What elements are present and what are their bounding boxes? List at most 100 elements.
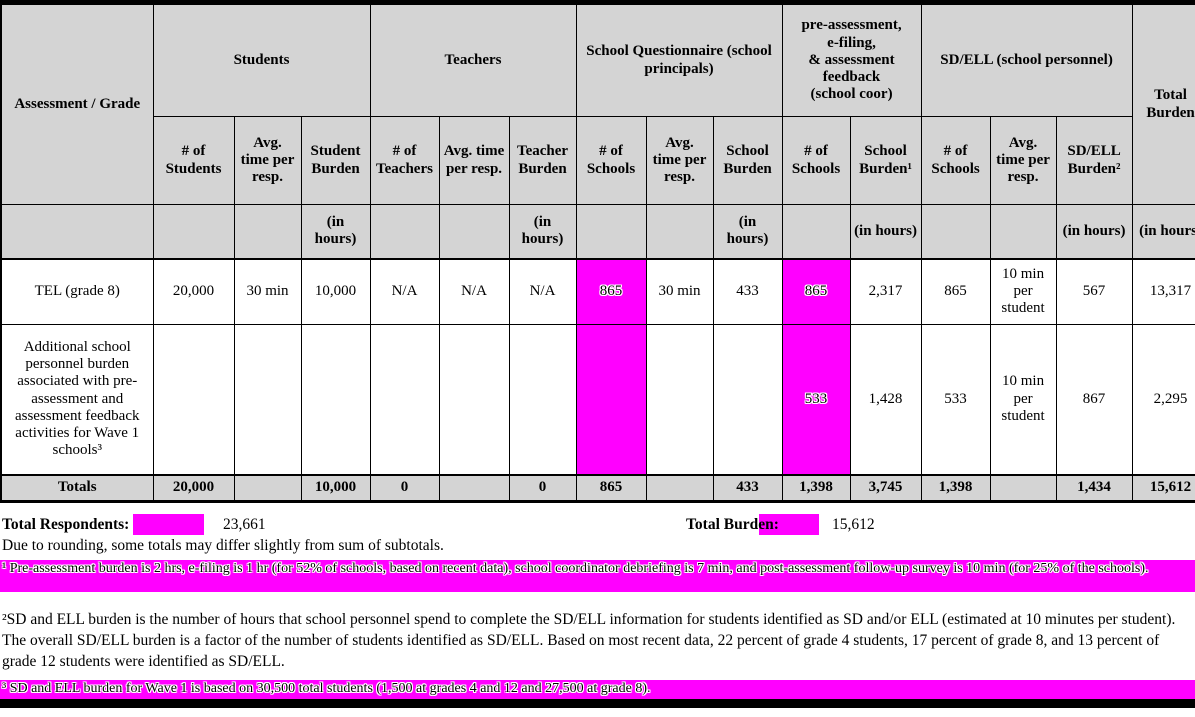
data-cell: N/A	[369, 258, 440, 325]
data-cell-highlighted: 533	[781, 324, 851, 475]
column-header-teachers-avg-time: Avg. time per resp.	[438, 116, 510, 205]
total-burden-value: 15,612	[832, 516, 875, 533]
data-cell: N/A	[438, 258, 510, 325]
column-header-students-avg-time: Avg. time per resp.	[233, 116, 302, 205]
total-respondents-highlight-box	[133, 514, 204, 535]
header-sub-row: # of Students Avg. time per resp. Studen…	[1, 116, 1195, 205]
column-header-school-burden-fn1: School Burden¹	[849, 116, 922, 205]
totals-label: Totals	[0, 473, 154, 503]
data-cell	[438, 324, 510, 475]
totals-cell	[989, 473, 1057, 503]
units-cell	[989, 204, 1057, 260]
burden-table: Assessment / Grade Students Teachers Sch…	[0, 0, 1195, 503]
data-cell: 30 min	[233, 258, 302, 325]
totals-cell	[645, 473, 714, 503]
total-respondents-label: Total Respondents:	[2, 516, 130, 533]
footnote-2: ²SD and ELL burden is the number of hour…	[2, 611, 1176, 670]
footnote-1: ¹ Pre-assessment burden is 2 hrs, e-fili…	[0, 560, 1195, 592]
group-header-pre-assessment: pre-assessment, e-filing, & assessment f…	[781, 2, 922, 117]
row-label: Additional school personnel burden assoc…	[0, 324, 154, 475]
data-cell	[369, 324, 440, 475]
units-cell: (in hours)	[712, 204, 783, 260]
spacer	[0, 672, 1195, 680]
data-cell	[300, 324, 371, 475]
totals-cell	[438, 473, 510, 503]
data-cell	[152, 324, 235, 475]
data-cell: N/A	[508, 258, 577, 325]
units-cell	[0, 204, 154, 260]
totals-cell: 433	[712, 473, 783, 503]
totals-cell: 0	[369, 473, 440, 503]
column-header-assessment-grade: Assessment / Grade	[0, 2, 154, 205]
units-row: (in hours) (in hours) (in hours) (in hou…	[0, 204, 1195, 260]
units-cell	[645, 204, 714, 260]
column-header-schools-avg-time: Avg. time per resp.	[645, 116, 714, 205]
totals-cell: 15,612	[1131, 473, 1195, 503]
units-cell: (in hours)	[508, 204, 577, 260]
units-cell	[781, 204, 851, 260]
group-header-teachers: Teachers	[369, 2, 577, 117]
table-row-additional: Additional school personnel burden assoc…	[0, 324, 1195, 475]
column-header-school-burden: School Burden	[712, 116, 783, 205]
data-cell: 10 min per student	[989, 324, 1057, 475]
rounding-note: Due to rounding, some totals may differ …	[2, 537, 444, 554]
column-header-students-count: # of Students	[152, 116, 235, 205]
column-header-teacher-burden: Teacher Burden	[508, 116, 577, 205]
column-header-schools-count-questionnaire: # of Schools	[575, 116, 647, 205]
column-header-teachers-count: # of Teachers	[369, 116, 440, 205]
totals-cell: 1,434	[1055, 473, 1133, 503]
table-row-tel: TEL (grade 8) 20,000 30 min 10,000 N/A N…	[0, 258, 1195, 325]
data-cell-highlighted: 865	[781, 258, 851, 325]
units-cell: (in hours)	[300, 204, 371, 260]
column-header-sdell-avg-time: Avg. time per resp.	[989, 116, 1057, 205]
data-cell: 30 min	[645, 258, 714, 325]
total-respondents-value: 23,661	[223, 516, 266, 533]
data-cell: 567	[1055, 258, 1133, 325]
units-cell	[233, 204, 302, 260]
summary-section: Total Respondents: 23,661 Total Burden: …	[0, 503, 1195, 560]
totals-cell: 865	[575, 473, 647, 503]
units-cell	[438, 204, 510, 260]
footnote-3: ³ SD and ELL burden for Wave 1 is based …	[0, 680, 1195, 699]
data-cell: 867	[1055, 324, 1133, 475]
header-group-row: Assessment / Grade Students Teachers Sch…	[0, 2, 1195, 205]
data-cell: 10 min per student	[989, 258, 1057, 325]
totals-cell: 3,745	[849, 473, 922, 503]
units-cell	[575, 204, 647, 260]
total-burden-label: Total Burden:	[686, 516, 779, 533]
spacer	[0, 592, 1195, 609]
totals-cell: 10,000	[300, 473, 371, 503]
units-cell: (in hours)	[1131, 204, 1195, 260]
row-label: TEL (grade 8)	[0, 258, 154, 325]
data-cell: 533	[920, 324, 991, 475]
data-cell: 2,317	[849, 258, 922, 325]
column-header-student-burden: Student Burden	[300, 116, 371, 205]
data-cell: 20,000	[152, 258, 235, 325]
column-header-schools-count-preassessment: # of Schools	[781, 116, 851, 205]
totals-cell: 0	[508, 473, 577, 503]
data-cell	[712, 324, 783, 475]
group-header-students: Students	[152, 2, 371, 117]
data-cell: 865	[920, 258, 991, 325]
totals-cell	[233, 473, 302, 503]
column-header-total-burden: Total Burden	[1131, 2, 1195, 205]
units-cell: (in hours)	[1055, 204, 1133, 260]
data-cell: 2,295	[1131, 324, 1195, 475]
group-header-school-questionnaire: School Questionnaire (school principals)	[575, 2, 783, 117]
data-cell: 1,428	[849, 324, 922, 475]
data-cell: 433	[712, 258, 783, 325]
group-header-sd-ell: SD/ELL (school personnel)	[920, 2, 1133, 117]
data-cell-highlighted: 865	[575, 258, 647, 325]
column-header-sdell-burden: SD/ELL Burden²	[1055, 116, 1133, 205]
data-cell: 10,000	[300, 258, 371, 325]
units-cell	[920, 204, 991, 260]
totals-cell: 20,000	[152, 473, 235, 503]
units-cell: (in hours)	[849, 204, 922, 260]
data-cell	[508, 324, 577, 475]
column-header-schools-count-sdell: # of Schools	[920, 116, 991, 205]
data-cell-highlighted	[575, 324, 647, 475]
data-cell	[645, 324, 714, 475]
bottom-black-bar	[0, 699, 1195, 708]
totals-cell: 1,398	[781, 473, 851, 503]
totals-row: Totals 20,000 10,000 0 0 865 433 1,398 3…	[0, 473, 1195, 503]
